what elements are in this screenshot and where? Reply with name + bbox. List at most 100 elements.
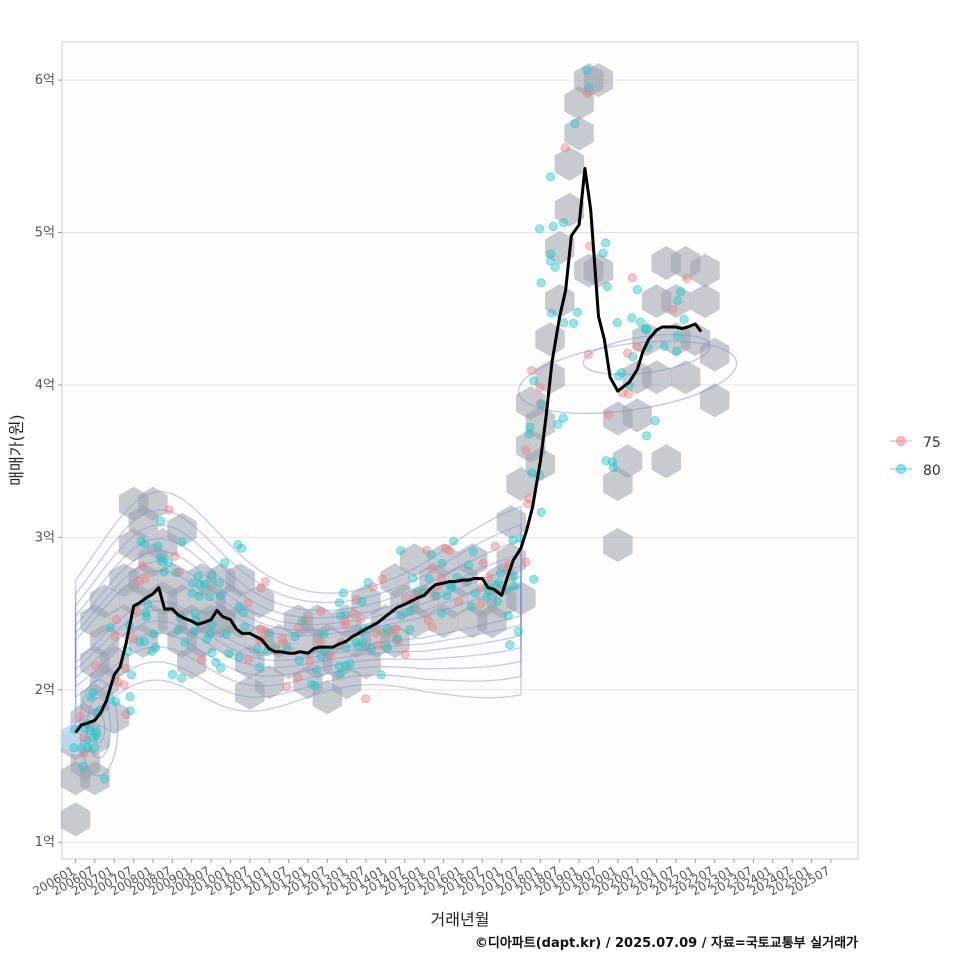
hexbin-cell: [651, 444, 681, 479]
point-80: [294, 655, 304, 666]
point-75: [260, 626, 270, 636]
density-contours: [74, 333, 738, 777]
point-75: [521, 445, 531, 455]
point-80: [153, 541, 163, 551]
point-80: [92, 730, 102, 740]
point-75: [582, 88, 592, 98]
point-80: [157, 556, 167, 566]
point-80: [159, 566, 169, 577]
point-80: [335, 611, 346, 621]
point-80: [463, 560, 474, 570]
point-80: [598, 248, 608, 258]
point-75: [121, 663, 131, 673]
point-80: [396, 610, 406, 621]
point-80: [316, 651, 326, 662]
point-80: [69, 743, 79, 753]
legend-label-80: 80: [923, 463, 941, 479]
point-75: [483, 573, 494, 583]
point-75: [627, 273, 638, 283]
point-75: [453, 596, 463, 607]
point-80: [584, 83, 594, 93]
point-80: [436, 608, 447, 618]
point-80: [171, 568, 181, 578]
point-80: [393, 633, 403, 644]
point-80: [546, 308, 557, 318]
point-80: [627, 313, 637, 323]
point-80: [334, 661, 344, 671]
point-80: [207, 647, 217, 658]
point-75: [682, 273, 692, 283]
point-80: [545, 256, 556, 266]
hexbin-cell: [80, 761, 110, 796]
point-75: [583, 349, 594, 360]
point-80: [529, 376, 539, 386]
point-80: [537, 399, 547, 409]
point-80: [140, 538, 150, 549]
point-80: [572, 307, 583, 317]
hexbin-cell: [700, 337, 730, 372]
point-80: [234, 602, 244, 612]
point-75: [427, 564, 437, 574]
point-75: [535, 383, 545, 393]
point-80: [335, 669, 345, 679]
point-75: [340, 616, 350, 626]
point-80: [111, 696, 121, 707]
point-75: [436, 573, 446, 583]
hexbin-cell-dense: [60, 721, 91, 756]
point-80: [149, 629, 159, 639]
point-75: [293, 673, 303, 683]
legend-swatch-80: [896, 464, 906, 474]
contour-line: [74, 524, 522, 699]
point-80: [255, 662, 265, 673]
point-80: [139, 636, 149, 647]
point-80: [193, 571, 203, 581]
point-80: [525, 422, 535, 432]
point-80: [357, 596, 367, 607]
point-75: [316, 637, 326, 647]
point-75: [243, 598, 253, 608]
point-80: [405, 606, 415, 616]
point-75: [170, 551, 180, 561]
contour-line: [74, 509, 522, 710]
point-80: [207, 571, 217, 581]
legend: 75 80: [890, 435, 941, 479]
point-80: [505, 640, 515, 650]
hexbin-cell: [99, 700, 129, 735]
hexbin-cell: [506, 581, 536, 616]
hexbin-cell: [89, 584, 120, 619]
point-80: [437, 558, 447, 568]
point-80: [376, 670, 386, 680]
point-80: [319, 629, 329, 639]
point-80: [78, 761, 88, 772]
point-80: [143, 599, 153, 609]
hexbin-cell: [554, 192, 585, 227]
point-75: [490, 541, 500, 551]
point-80: [216, 663, 226, 674]
hexbin-cell: [545, 284, 575, 319]
point-80: [524, 429, 534, 439]
trend-line: [74, 167, 703, 734]
y-tick-label: 4억: [35, 378, 55, 393]
y-axis-title: 매매가(원): [7, 414, 26, 485]
point-80: [640, 324, 651, 334]
point-80: [513, 626, 523, 637]
point-80: [527, 468, 537, 478]
point-75: [91, 661, 101, 671]
plot-panel: [61, 41, 859, 860]
point-75: [79, 733, 89, 743]
point-80: [180, 637, 190, 647]
point-80: [405, 625, 415, 635]
hexbin-cell: [332, 665, 362, 700]
hexbin-cell: [167, 512, 197, 547]
point-75: [137, 561, 148, 571]
point-75: [119, 680, 129, 690]
y-tick-label: 5억: [35, 226, 55, 241]
point-80: [190, 609, 200, 619]
point-80: [177, 673, 187, 683]
point-80: [601, 456, 611, 466]
point-75: [278, 638, 289, 648]
point-80: [536, 507, 546, 518]
y-tick-label: 3억: [35, 530, 55, 545]
hexbin-cell: [622, 398, 652, 433]
hexbin-cell: [564, 116, 594, 151]
